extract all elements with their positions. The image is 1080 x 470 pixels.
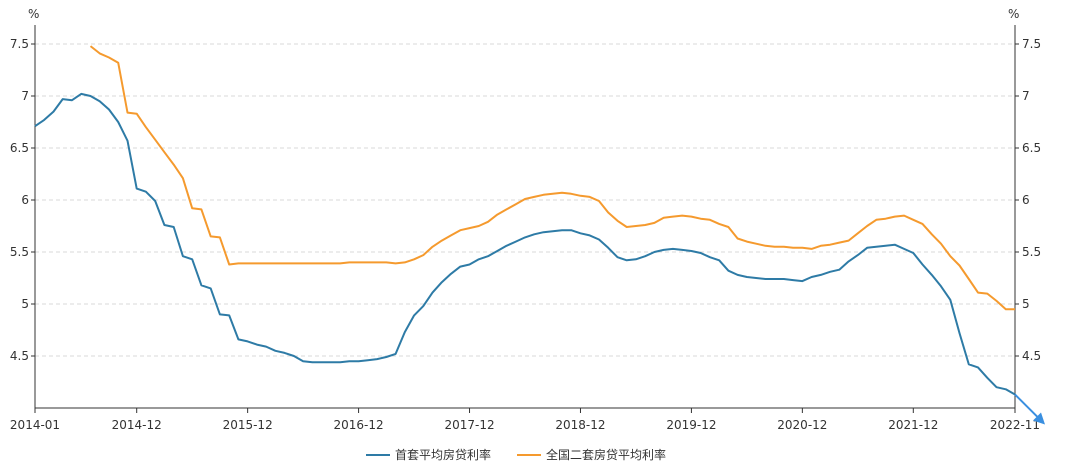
y-tick-label-left: 6.5	[10, 141, 29, 155]
legend[interactable]: 首套平均房贷利率 全国二套房贷平均利率	[366, 447, 666, 462]
end-arrow-head	[1033, 412, 1045, 425]
y-tick-label-left: 6	[21, 193, 29, 207]
series-line-1[interactable]	[89, 45, 1016, 311]
left-y-unit: %	[28, 7, 39, 21]
x-tick-label: 2016-12	[334, 418, 384, 432]
x-tick-label: 2018-12	[555, 418, 605, 432]
y-tick-label-left: 5.5	[10, 245, 29, 259]
legend-item-second-home-rate[interactable]: 全国二套房贷平均利率	[517, 447, 666, 462]
x-tick-label: 2014-01	[10, 418, 60, 432]
y-tick-label-right: 6.5	[1022, 141, 1041, 155]
legend-label-first-home-rate: 首套平均房贷利率	[395, 447, 491, 462]
x-tick-label: 2019-12	[666, 418, 716, 432]
y-tick-label-left: 7	[21, 89, 29, 103]
legend-item-first-home-rate[interactable]: 首套平均房贷利率	[366, 447, 491, 462]
x-tick-label: 2022-11	[990, 418, 1040, 432]
y-tick-label-left: 5	[21, 297, 29, 311]
y-tick-label-right: 5	[1022, 297, 1030, 311]
y-tick-label-right: 6	[1022, 193, 1030, 207]
y-tick-label-left: 4.5	[10, 349, 29, 363]
x-tick-label: 2014-12	[112, 418, 162, 432]
series-line-0[interactable]	[34, 92, 1016, 396]
end-arrow-shaft	[1014, 393, 1042, 422]
end-marker	[1014, 393, 1045, 425]
y-tick-label-right: 7	[1022, 89, 1030, 103]
x-tick-label: 2015-12	[223, 418, 273, 432]
x-tick-label: 2020-12	[777, 418, 827, 432]
axes: 4.5 4.5 5 5 5.5 5.5 6 6 6.5 6.5 7 7 7.5 7.5 2014-01 201…	[10, 25, 1041, 432]
y-tick-label-right: 4.5	[1022, 349, 1041, 363]
y-tick-label-left: 7.5	[10, 37, 29, 51]
x-tick-label: 2017-12	[444, 418, 494, 432]
x-tick-label: 2021-12	[888, 418, 938, 432]
y-tick-label-right: 7.5	[1022, 37, 1041, 51]
series-lines	[34, 45, 1016, 396]
right-y-unit: %	[1008, 7, 1019, 21]
legend-label-second-home-rate: 全国二套房贷平均利率	[546, 447, 666, 462]
y-tick-label-right: 5.5	[1022, 245, 1041, 259]
